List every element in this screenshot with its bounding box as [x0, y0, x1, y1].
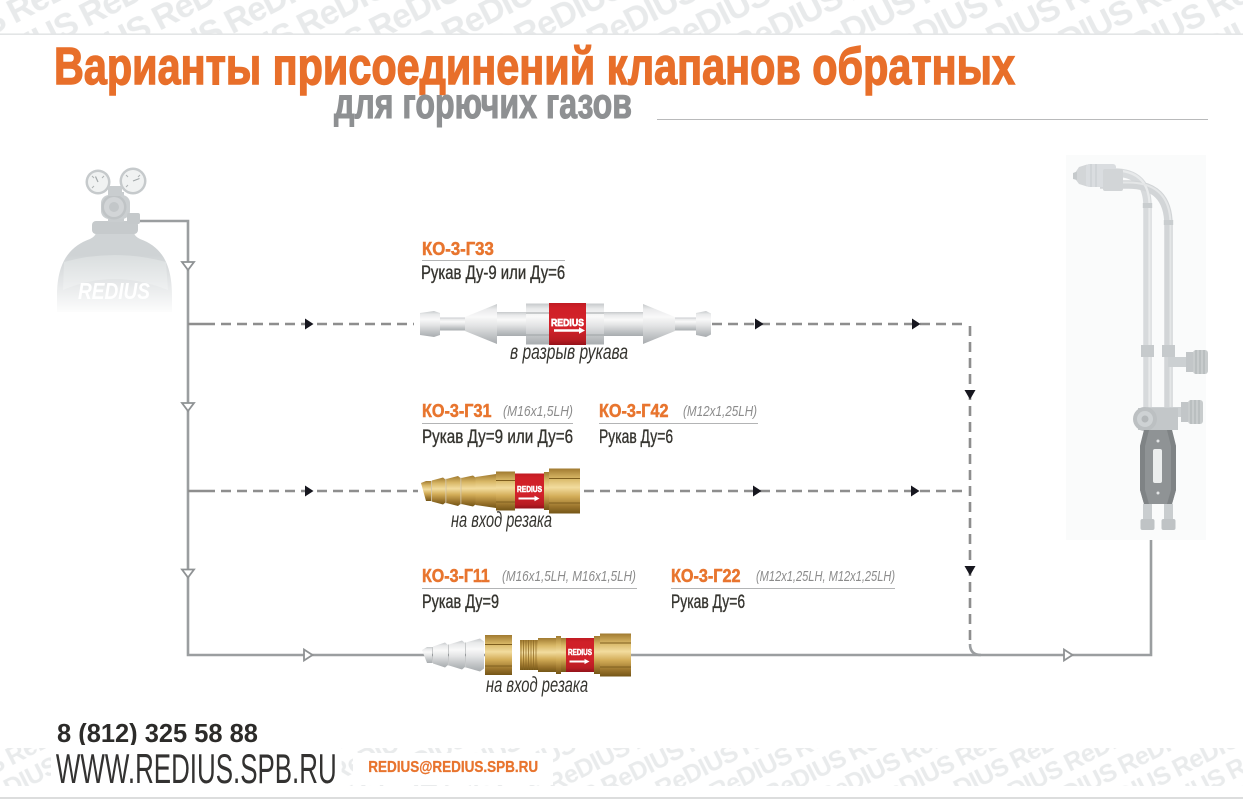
svg-text:REDIUS: REDIUS [551, 317, 584, 329]
svg-text:REDIUS: REDIUS [517, 484, 542, 494]
svg-text:REDIUS: REDIUS [568, 648, 593, 657]
